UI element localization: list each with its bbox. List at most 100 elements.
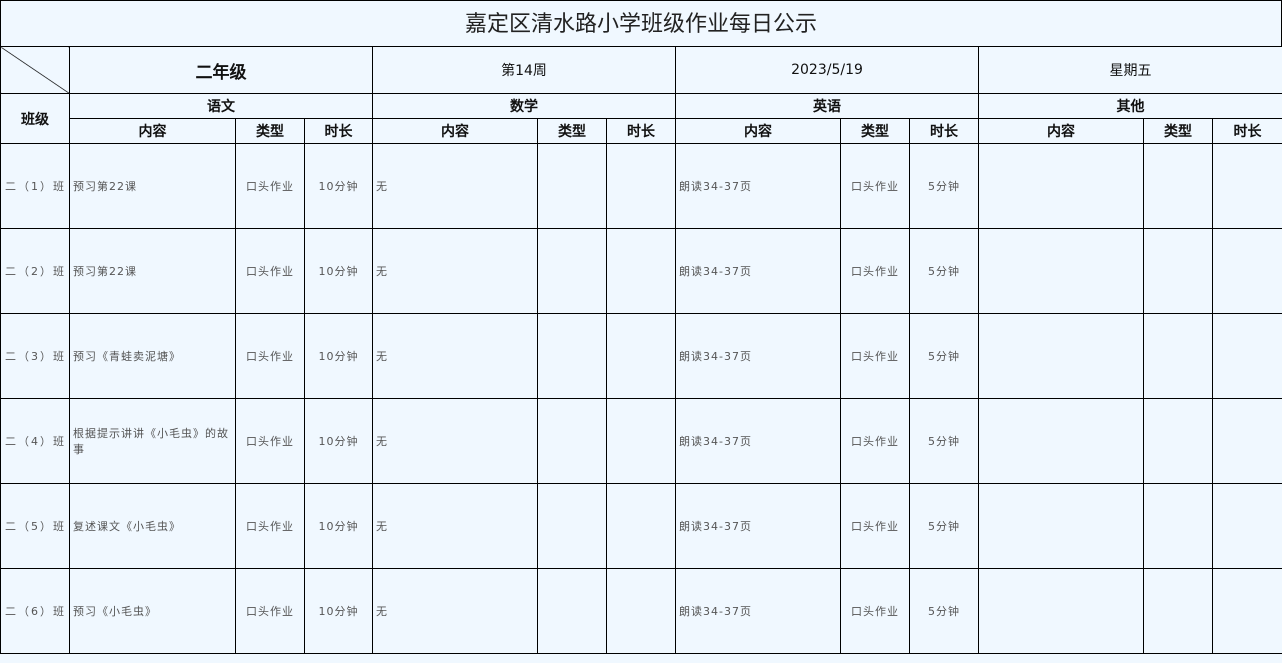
diagonal-header-cell	[0, 46, 70, 94]
grade-label: 二年级	[68, 46, 374, 94]
math-content-cell: 无	[372, 313, 539, 399]
weekday-label: 星期五	[978, 46, 1282, 94]
math-duration-cell	[606, 483, 677, 569]
other-type-cell	[1143, 313, 1214, 399]
math-duration-cell	[606, 143, 677, 229]
chinese-content-cell: 根据提示讲讲《小毛虫》的故事	[69, 398, 236, 484]
column-header-content: 内容	[69, 118, 236, 144]
math-type-cell	[537, 228, 608, 314]
other-duration-cell	[1212, 313, 1282, 399]
table-row: 二（3）班 预习《青蛙卖泥塘》 口头作业 10分钟无朗读34-37页 口头作业 5分钟	[0, 313, 1282, 399]
class-name: 二（6）班	[0, 568, 70, 654]
math-type-cell	[537, 568, 608, 654]
english-duration-cell: 5分钟	[909, 228, 980, 314]
column-header-type: 类型	[537, 118, 608, 144]
other-type-cell	[1143, 398, 1214, 484]
other-content-cell	[978, 313, 1145, 399]
chinese-type-cell: 口头作业	[235, 568, 305, 654]
english-duration-cell: 5分钟	[909, 143, 980, 229]
english-content-cell: 朗读34-37页	[675, 483, 842, 569]
chinese-type-cell: 口头作业	[235, 483, 305, 569]
chinese-duration-cell: 10分钟	[303, 313, 374, 399]
subject-header-english: 英语	[675, 93, 980, 119]
english-type-cell: 口头作业	[840, 143, 911, 229]
math-type-cell	[537, 143, 608, 229]
other-duration-cell	[1212, 228, 1282, 314]
class-name: 二（1）班	[0, 143, 70, 229]
english-duration-cell: 5分钟	[909, 313, 980, 399]
chinese-content-cell: 预习《青蛙卖泥塘》	[69, 313, 236, 399]
math-type-cell	[537, 313, 608, 399]
math-duration-cell	[606, 568, 677, 654]
chinese-duration-cell: 10分钟	[303, 143, 374, 229]
other-type-cell	[1143, 143, 1214, 229]
other-duration-cell	[1212, 143, 1282, 229]
subject-header-other: 其他	[978, 93, 1282, 119]
chinese-content-cell: 预习第22课	[69, 143, 236, 229]
table-row: 二（1）班 预习第22课 口头作业 10分钟无朗读34-37页 口头作业 5分钟	[0, 143, 1282, 229]
english-content-cell: 朗读34-37页	[675, 228, 842, 314]
other-content-cell	[978, 228, 1145, 314]
chinese-type-cell: 口头作业	[235, 398, 305, 484]
math-content-cell: 无	[372, 483, 539, 569]
chinese-duration-cell: 10分钟	[303, 398, 374, 484]
other-content-cell	[978, 568, 1145, 654]
math-content-cell: 无	[372, 398, 539, 484]
class-name: 二（4）班	[0, 398, 70, 484]
math-duration-cell	[606, 228, 677, 314]
date-label: 2023/5/19	[675, 46, 980, 94]
table-row: 二（4）班 根据提示讲讲《小毛虫》的故事 口头作业 10分钟无朗读34-37页 口头作业…	[0, 398, 1282, 484]
other-duration-cell	[1212, 483, 1282, 569]
english-duration-cell: 5分钟	[909, 398, 980, 484]
other-content-cell	[978, 143, 1145, 229]
chinese-type-cell: 口头作业	[235, 313, 305, 399]
other-duration-cell	[1212, 398, 1282, 484]
chinese-type-cell: 口头作业	[235, 143, 305, 229]
column-header-content: 内容	[978, 118, 1145, 144]
chinese-duration-cell: 10分钟	[303, 483, 374, 569]
english-content-cell: 朗读34-37页	[675, 313, 842, 399]
class-name: 二（5）班	[0, 483, 70, 569]
english-duration-cell: 5分钟	[909, 483, 980, 569]
chinese-duration-cell: 10分钟	[303, 568, 374, 654]
column-header-type: 类型	[235, 118, 305, 144]
math-type-cell	[537, 483, 608, 569]
other-type-cell	[1143, 483, 1214, 569]
english-content-cell: 朗读34-37页	[675, 143, 842, 229]
column-header-type: 类型	[1143, 118, 1214, 144]
column-header-duration: 时长	[303, 118, 374, 144]
math-content-cell: 无	[372, 568, 539, 654]
week-label: 第14周	[372, 46, 677, 94]
homework-table: 二年级 第14周 2023/5/19 星期五 班级 语文 数学 英语 其他 内容…	[0, 46, 1282, 654]
english-type-cell: 口头作业	[840, 483, 911, 569]
math-content-cell: 无	[372, 143, 539, 229]
english-duration-cell: 5分钟	[909, 568, 980, 654]
class-name: 二（2）班	[0, 228, 70, 314]
page-title: 嘉定区清水路小学班级作业每日公示	[0, 0, 1282, 46]
chinese-content-cell: 预习《小毛虫》	[69, 568, 236, 654]
table-row: 二（2）班 预习第22课 口头作业 10分钟无朗读34-37页 口头作业 5分钟	[0, 228, 1282, 314]
subject-header-chinese: 语文	[68, 93, 374, 119]
math-duration-cell	[606, 398, 677, 484]
other-duration-cell	[1212, 568, 1282, 654]
column-header-duration: 时长	[1212, 118, 1282, 144]
column-header-duration: 时长	[909, 118, 980, 144]
math-content-cell: 无	[372, 228, 539, 314]
subject-header-math: 数学	[372, 93, 677, 119]
table-row: 二（6）班 预习《小毛虫》 口头作业 10分钟无朗读34-37页 口头作业 5分钟	[0, 568, 1282, 654]
other-type-cell	[1143, 568, 1214, 654]
english-type-cell: 口头作业	[840, 228, 911, 314]
math-type-cell	[537, 398, 608, 484]
english-type-cell: 口头作业	[840, 568, 911, 654]
english-content-cell: 朗读34-37页	[675, 568, 842, 654]
class-name: 二（3）班	[0, 313, 70, 399]
english-type-cell: 口头作业	[840, 313, 911, 399]
column-header-duration: 时长	[606, 118, 677, 144]
column-header-content: 内容	[372, 118, 539, 144]
chinese-content-cell: 复述课文《小毛虫》	[69, 483, 236, 569]
chinese-type-cell: 口头作业	[235, 228, 305, 314]
column-header-content: 内容	[675, 118, 842, 144]
english-type-cell: 口头作业	[840, 398, 911, 484]
chinese-content-cell: 预习第22课	[69, 228, 236, 314]
column-header-type: 类型	[840, 118, 911, 144]
